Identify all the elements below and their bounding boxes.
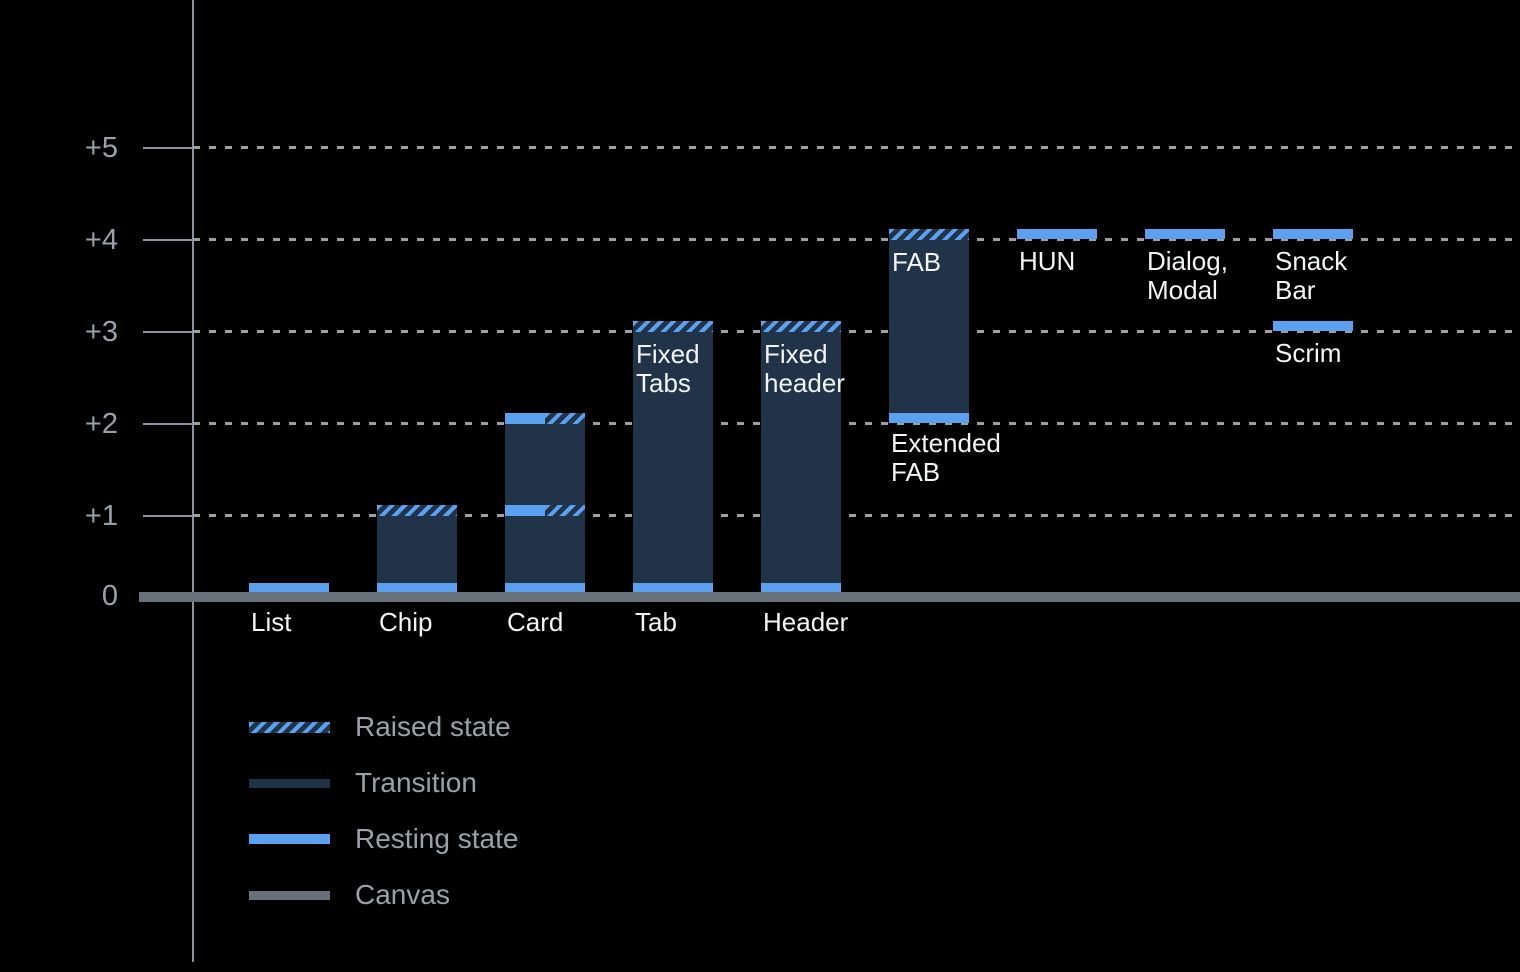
transition-segment-fab — [889, 229, 969, 423]
resting-band-list — [249, 583, 329, 592]
bar-label-list: List — [251, 607, 292, 637]
bar-inner-label-header: Fixed header — [764, 339, 845, 398]
transition-segment-tab — [633, 321, 713, 592]
grid-line-+2 — [193, 422, 1520, 425]
bar-below-label-fab: Extended FAB — [891, 428, 1001, 487]
canvas-baseline — [139, 592, 1520, 602]
resting-band-chip — [377, 583, 457, 592]
bar-label-snack-bar: Snack Bar — [1275, 246, 1348, 305]
bar-label-card: Card — [507, 607, 564, 637]
raised-band-tab — [633, 321, 713, 332]
tick-mark-+1 — [143, 515, 193, 517]
resting-band-hun — [1017, 229, 1097, 239]
raised-half — [545, 413, 585, 424]
y-tick-label: +1 — [84, 500, 118, 532]
resting-band-fab — [889, 413, 969, 423]
resting-band-card — [505, 583, 585, 592]
tick-mark-+3 — [143, 331, 193, 333]
legend-label-resting: Resting state — [355, 823, 519, 854]
resting-half — [505, 413, 545, 424]
bar-label-scrim: Scrim — [1275, 338, 1342, 368]
legend-label-transition: Transition — [355, 767, 477, 798]
legend-item-transition: Transition — [249, 763, 669, 803]
y-tick-label: +5 — [84, 132, 118, 164]
y-tick-label: +2 — [84, 408, 118, 440]
bar-label-tab: Tab — [635, 607, 677, 637]
y-tick-label: +3 — [84, 316, 118, 348]
bar-label-dialog-modal: Dialog, Modal — [1147, 246, 1228, 305]
bar-label-chip: Chip — [379, 607, 433, 637]
bar-label-hun: HUN — [1019, 246, 1076, 276]
tick-mark-+2 — [143, 423, 193, 425]
grid-line-+5 — [193, 146, 1520, 149]
tick-mark-+5 — [143, 147, 193, 149]
transition-segment-card — [505, 413, 585, 592]
grid-line-+3 — [193, 330, 1520, 333]
resting-band-scrim — [1273, 321, 1353, 331]
y-tick-label: 0 — [101, 580, 118, 612]
y-tick-label: +4 — [84, 224, 118, 256]
resting-band-header — [761, 583, 841, 592]
bar-label-header: Header — [763, 607, 849, 637]
resting-band-tab — [633, 583, 713, 592]
split-band-card — [505, 413, 585, 424]
transition-swatch — [249, 778, 330, 788]
resting-swatch — [249, 834, 330, 844]
canvas-swatch — [249, 890, 330, 900]
resting-band-snack-bar — [1273, 229, 1353, 239]
legend-label-raised: Raised state — [355, 711, 511, 742]
resting-half — [505, 505, 545, 516]
legend-item-resting: Resting state — [249, 819, 669, 859]
split-band-card — [505, 505, 585, 516]
y-axis-line — [192, 0, 194, 962]
resting-band-dialog-modal — [1145, 229, 1225, 239]
transition-segment-header — [761, 321, 841, 592]
legend-item-raised: Raised state — [249, 707, 669, 747]
grid-line-+1 — [193, 514, 1520, 517]
raised-half — [545, 505, 585, 516]
raised-band-chip — [377, 505, 457, 516]
legend-label-canvas: Canvas — [355, 879, 450, 910]
tick-mark-+4 — [143, 239, 193, 241]
raised-band-fab — [889, 229, 969, 240]
raised-swatch — [249, 721, 330, 733]
transition-segment-chip — [377, 505, 457, 592]
bar-inner-label-fab: FAB — [892, 247, 942, 277]
grid-line-+4 — [193, 238, 1520, 241]
raised-band-header — [761, 321, 841, 332]
legend-item-canvas: Canvas — [249, 875, 669, 915]
bar-inner-label-tab: Fixed Tabs — [636, 339, 700, 398]
